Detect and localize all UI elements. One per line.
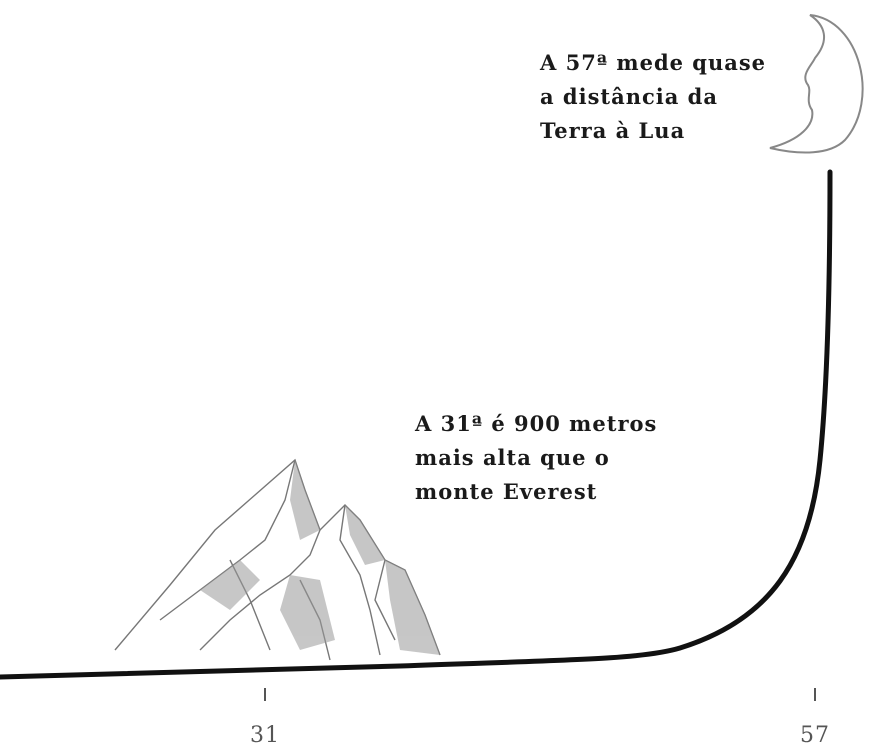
- moon: [769, 14, 864, 154]
- growth-curve: [0, 169, 833, 680]
- annotation-line: A 31ª é 900 metros: [414, 411, 657, 436]
- annotation-line: mais alta que o: [415, 445, 610, 470]
- tick-label: 31: [250, 723, 280, 748]
- annotation-line: A 57ª mede quase: [539, 50, 766, 75]
- tick-label: 57: [800, 723, 830, 748]
- mountain-shading: [200, 460, 440, 655]
- annotation-line: Terra à Lua: [540, 118, 685, 143]
- mountain: [114, 458, 441, 661]
- annotation-line: monte Everest: [415, 479, 597, 504]
- annotation-line: a distância da: [540, 84, 718, 109]
